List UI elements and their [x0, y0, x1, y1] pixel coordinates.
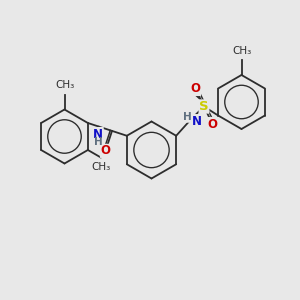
- Text: O: O: [190, 82, 200, 95]
- Text: H: H: [183, 112, 191, 122]
- Text: CH₃: CH₃: [91, 162, 110, 172]
- Text: N: N: [93, 128, 103, 141]
- Text: O: O: [208, 118, 218, 130]
- Text: CH₃: CH₃: [232, 46, 251, 56]
- Text: O: O: [100, 144, 110, 158]
- Text: S: S: [199, 100, 209, 113]
- Text: CH₃: CH₃: [55, 80, 74, 90]
- Text: H: H: [94, 137, 103, 147]
- Text: N: N: [192, 115, 202, 128]
